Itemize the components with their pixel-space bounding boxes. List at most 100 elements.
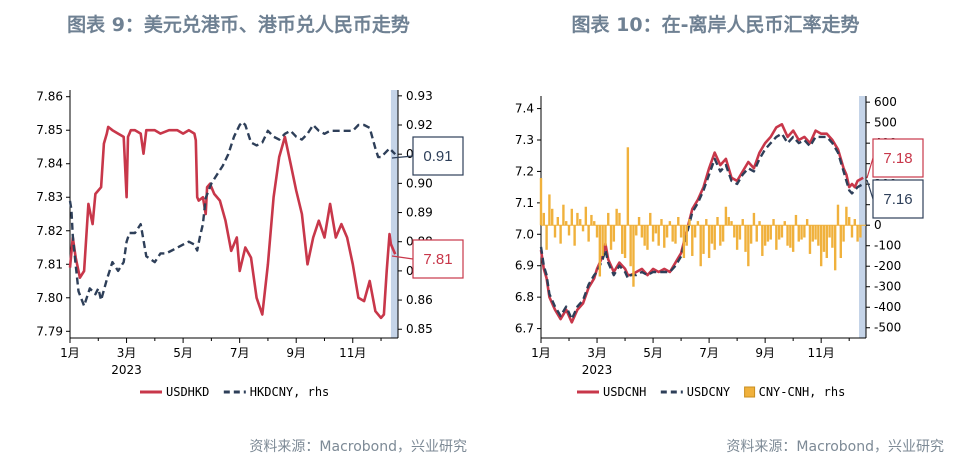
cny-cnh-bar <box>696 221 700 226</box>
cny-cnh-bar <box>674 225 677 244</box>
highlight-band <box>390 90 398 338</box>
cny-cnh-bar <box>707 225 711 259</box>
source-note: 资料来源：Macrobond，兴业研究 <box>249 439 467 455</box>
cny-cnh-bar <box>805 219 809 226</box>
cny-cnh-bar <box>562 204 565 226</box>
cny-cnh-bar <box>752 212 756 226</box>
cny-cnh-bar <box>651 225 655 242</box>
callout-hkdcny-pointer <box>391 155 414 159</box>
cny-cnh-bar <box>635 225 638 236</box>
x-tick-label: 1月 <box>531 346 551 360</box>
x-tick-label: 7月 <box>699 346 719 360</box>
cny-cnh-bar <box>716 217 719 226</box>
cny-cnh-bar <box>772 219 775 226</box>
chart-svg-cnh: 7.47.37.27.17.06.96.86.76005004003002001… <box>515 95 924 399</box>
cny-cnh-bar <box>576 212 579 226</box>
cny-cnh-bar <box>621 225 624 254</box>
x-tick-label: 3月 <box>117 346 137 360</box>
cny-cnh-bar <box>777 225 781 240</box>
callout-usdcny-label: 7.16 <box>883 191 912 208</box>
cny-cnh-bar <box>766 225 770 242</box>
cny-cnh-bar <box>769 225 772 240</box>
cny-cnh-bar <box>637 217 641 226</box>
cny-cnh-bar <box>845 206 848 226</box>
cny-cnh-bar <box>565 221 568 226</box>
x-tick-label: 1月 <box>60 346 80 360</box>
cny-cnh-bar <box>584 206 588 226</box>
cny-cnh-bar <box>593 221 596 226</box>
x-tick-label: 7月 <box>230 346 250 360</box>
cny-cnh-bar <box>604 225 607 246</box>
cny-cnh-bar <box>761 225 764 256</box>
cny-cnh-bar <box>747 225 750 267</box>
left-tick-label: 6.8 <box>515 290 534 304</box>
cny-cnh-bar <box>618 212 621 226</box>
x-tick-label: 5月 <box>643 346 663 360</box>
cny-cnh-bar <box>828 225 831 238</box>
callout-usdcny-box <box>872 179 924 219</box>
callout-usdcnh-label: 7.18 <box>883 150 912 167</box>
cny-cnh-bar <box>640 225 644 238</box>
cny-cnh-bar <box>836 204 840 226</box>
cny-cnh-bar <box>789 225 792 248</box>
cny-cnh-bar <box>679 225 683 238</box>
series-line-hkdcny <box>68 120 397 308</box>
cny-cnh-bar <box>646 225 649 250</box>
cny-cnh-bar <box>721 225 725 242</box>
cny-cnh-bar <box>595 225 599 238</box>
callout-usdhkd-label: 7.81 <box>423 251 452 268</box>
right-tick-label: -100 <box>874 239 901 253</box>
left-tick-label: 7.85 <box>36 123 63 137</box>
cny-cnh-bar <box>853 219 856 226</box>
x-tick-label: 5月 <box>173 346 193 360</box>
cny-cnh-bar <box>682 225 686 259</box>
chart-panel-usdhkd: 图表 9：美元兑港币、港币兑人民币走势 7.86 7.85 7.84 7.83 7.82… <box>36 14 467 455</box>
x-tick-label: 11月 <box>808 346 835 360</box>
cny-cnh-bar <box>665 225 669 238</box>
right-tick-label: 0.93 <box>406 89 433 103</box>
cny-cnh-bar <box>668 221 672 226</box>
chart-title: 图表 10：在-离岸人民币汇率走势 <box>571 14 860 36</box>
left-tick-label: 7.2 <box>515 164 534 178</box>
left-tick-label: 7.81 <box>36 257 63 271</box>
cny-cnh-bar <box>654 225 658 234</box>
cny-cnh-bar <box>786 225 789 246</box>
x-tick-label: 11月 <box>339 346 366 360</box>
cny-cnh-bar <box>814 225 817 240</box>
cny-cnh-bar <box>735 225 739 250</box>
cny-cnh-bar <box>797 225 800 242</box>
left-tick-label: 7.86 <box>36 90 63 104</box>
cny-cnh-bar <box>601 225 604 256</box>
left-tick-label: 6.7 <box>515 322 534 336</box>
cny-cnh-bar <box>657 225 660 246</box>
cny-cnh-bar <box>643 225 646 246</box>
cny-cnh-bar <box>741 219 744 226</box>
cny-cnh-bar <box>839 225 842 259</box>
cny-cnh-bar <box>811 225 814 242</box>
cny-cnh-bar <box>847 217 851 226</box>
callout-usdhkd-box <box>412 239 464 279</box>
legend-label: CNY-CNH, rhs <box>759 385 846 399</box>
right-tick-label: -300 <box>874 280 901 294</box>
cny-cnh-bar <box>567 225 571 236</box>
cny-cnh-bar <box>663 225 666 248</box>
cny-cnh-bar <box>691 225 694 256</box>
series-line-usdcny <box>539 132 864 321</box>
cny-cnh-bar <box>733 225 736 238</box>
callout-usdcny-pointer <box>866 179 874 200</box>
cny-cnh-bar <box>794 214 798 226</box>
left-tick-label: 7.3 <box>515 133 534 147</box>
left-tick-label: 7.4 <box>515 102 534 116</box>
cny-cnh-bar <box>710 225 714 244</box>
cny-cnh-bar <box>609 225 613 250</box>
cny-cnh-bar <box>699 225 702 267</box>
cny-cnh-bar <box>819 225 823 267</box>
right-tick-label: 0.90 <box>406 176 433 190</box>
cny-cnh-bar <box>660 219 663 226</box>
chart-svg-usdhkd: 7.86 7.85 7.84 7.83 7.82 7.81 7.80 7.79 0.93 0.92… <box>36 89 464 399</box>
cny-cnh-bar <box>775 225 778 250</box>
legend-label: USDHKD <box>166 385 209 399</box>
right-tick-label: 0.86 <box>406 293 433 307</box>
x-year-label: 2023 <box>111 363 142 377</box>
cny-cnh-bar <box>783 221 786 226</box>
